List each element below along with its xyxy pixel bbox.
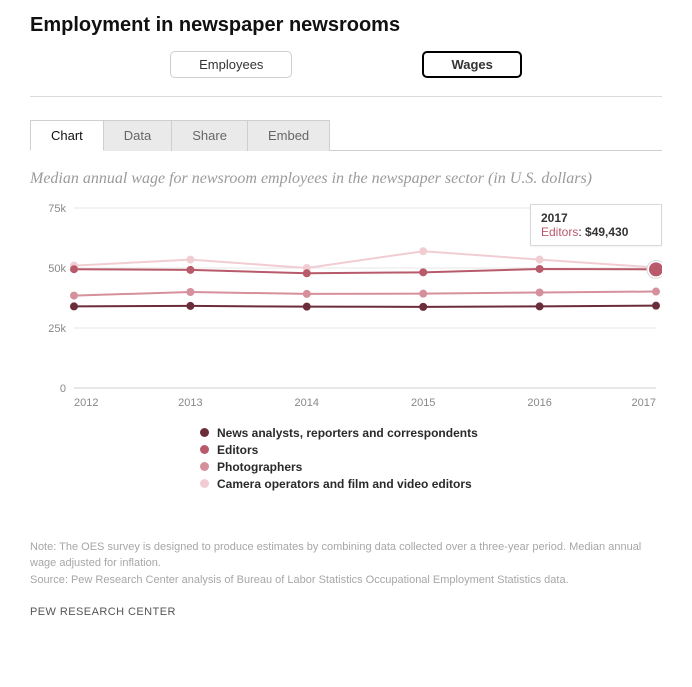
- legend-item[interactable]: Photographers: [200, 460, 662, 474]
- svg-text:0: 0: [60, 383, 66, 395]
- page-title: Employment in newspaper newsrooms: [30, 14, 662, 37]
- legend-swatch: [200, 479, 209, 488]
- tooltip-value: $49,430: [585, 225, 628, 239]
- svg-text:2014: 2014: [295, 397, 319, 409]
- chart-tooltip: 2017 Editors: $49,430: [530, 204, 662, 246]
- chart-subtitle: Median annual wage for newsroom employee…: [30, 169, 662, 190]
- svg-text:50k: 50k: [48, 263, 66, 275]
- view-tabs: Chart Data Share Embed: [30, 119, 662, 151]
- svg-text:2013: 2013: [178, 397, 202, 409]
- legend-label: Photographers: [217, 460, 302, 474]
- chart-note: Note: The OES survey is designed to prod…: [30, 539, 662, 572]
- legend-label: Editors: [217, 443, 258, 457]
- divider: [30, 96, 662, 97]
- svg-text:2016: 2016: [527, 397, 551, 409]
- tab-data[interactable]: Data: [104, 120, 172, 151]
- svg-text:2015: 2015: [411, 397, 435, 409]
- legend-item[interactable]: News analysts, reporters and corresponde…: [200, 426, 662, 440]
- tooltip-year: 2017: [541, 211, 651, 225]
- legend-label: News analysts, reporters and corresponde…: [217, 426, 478, 440]
- tooltip-series-label: Editors: [541, 225, 578, 239]
- svg-text:2012: 2012: [74, 397, 98, 409]
- chart-source: Source: Pew Research Center analysis of …: [30, 572, 662, 589]
- chart-area: 0 25k 50k 75k 2012 2013 2014 2015 2016 2017 2017 …: [30, 198, 662, 416]
- tab-embed[interactable]: Embed: [248, 120, 330, 151]
- legend-swatch: [200, 462, 209, 471]
- chart-legend: News analysts, reporters and corresponde…: [200, 426, 662, 491]
- legend-swatch: [200, 428, 209, 437]
- toggle-wages[interactable]: Wages: [422, 51, 521, 78]
- svg-text:25k: 25k: [48, 323, 66, 335]
- tab-chart[interactable]: Chart: [30, 120, 104, 151]
- tab-share[interactable]: Share: [172, 120, 248, 151]
- metric-toggle: Employees Wages: [30, 51, 662, 78]
- legend-label: Camera operators and film and video edit…: [217, 477, 472, 491]
- legend-swatch: [200, 445, 209, 454]
- legend-item[interactable]: Editors: [200, 443, 662, 457]
- legend-item[interactable]: Camera operators and film and video edit…: [200, 477, 662, 491]
- toggle-employees[interactable]: Employees: [170, 51, 292, 78]
- attribution: PEW RESEARCH CENTER: [30, 606, 662, 618]
- svg-text:75k: 75k: [48, 203, 66, 215]
- svg-text:2017: 2017: [632, 397, 656, 409]
